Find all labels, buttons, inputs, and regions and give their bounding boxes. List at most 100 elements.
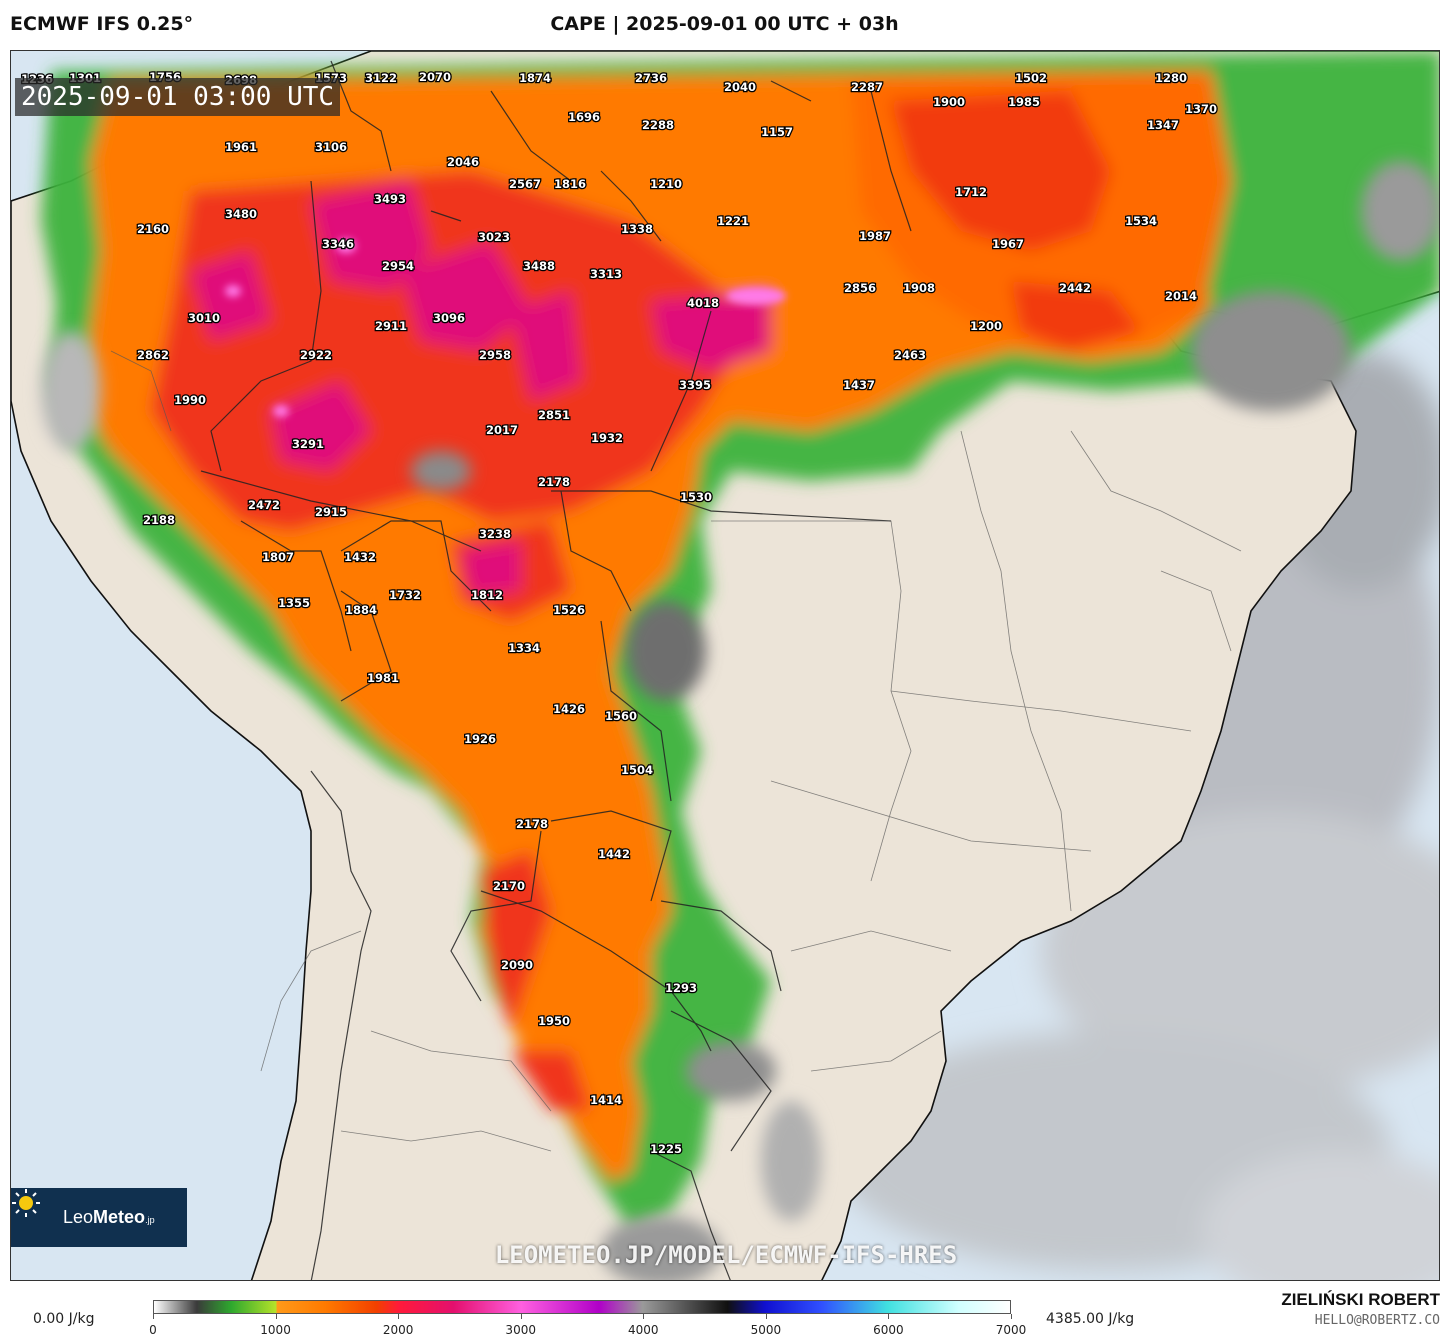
cape-value-label: 2170 <box>493 879 525 893</box>
author-name: ZIELIŃSKI ROBERT <box>1281 1290 1440 1309</box>
cape-value-label: 3023 <box>478 230 510 244</box>
cape-value-label: 1950 <box>538 1014 570 1028</box>
cape-value-label: 2463 <box>894 348 926 362</box>
value-labels: 1236130117562698157331222070187427362040… <box>20 69 1219 1158</box>
cape-value-label: 1981 <box>367 671 399 685</box>
cape-value-label: 2958 <box>479 348 511 362</box>
cape-value-label: 1221 <box>717 214 749 228</box>
state-lines <box>110 350 1242 1152</box>
author-email[interactable]: HELLO@ROBERTZ.CO <box>1314 1313 1440 1328</box>
legend-max-label: 4385.00 J/kg <box>1046 1311 1135 1327</box>
cape-value-label: 2862 <box>137 348 169 362</box>
legend-tick-label: 4000 <box>628 1323 659 1337</box>
cape-value-label: 1426 <box>553 702 585 716</box>
legend-tick-label: 5000 <box>750 1323 782 1337</box>
cape-value-label: 1812 <box>471 588 503 602</box>
legend-tick-label: 7000 <box>995 1323 1027 1337</box>
legend-tick-label: 6000 <box>873 1323 904 1337</box>
cape-value-label: 2472 <box>248 498 280 512</box>
cape-value-label: 1961 <box>225 140 257 154</box>
watermark-url: LEOMETEO.JP/MODEL/ECMWF-IFS-HRES <box>494 1241 958 1269</box>
cape-value-label: 3493 <box>374 192 406 206</box>
cape-value-label: 2915 <box>315 505 347 519</box>
map-title: CAPE | 2025-09-01 00 UTC + 03h <box>550 13 899 35</box>
cape-value-label: 1985 <box>1008 95 1040 109</box>
model-name: ECMWF IFS 0.25° <box>10 13 194 35</box>
cape-peaks <box>225 239 786 417</box>
cape-value-label: 3291 <box>292 437 324 451</box>
cape-value-label: 2188 <box>143 513 175 527</box>
cape-value-label: 3313 <box>590 267 622 281</box>
cape-value-label: 1414 <box>590 1093 622 1107</box>
cape-value-label: 2178 <box>538 475 570 489</box>
cape-value-label: 1900 <box>933 95 965 109</box>
cape-value-label: 2856 <box>844 281 876 295</box>
cape-value-label: 2567 <box>509 177 541 191</box>
cape-value-label: 1157 <box>761 125 793 139</box>
legend-tick-mark <box>1011 1314 1012 1319</box>
legend-tick-label: 1000 <box>260 1323 291 1337</box>
grey-patches <box>41 161 1439 1280</box>
cape-value-label: 1990 <box>174 393 206 407</box>
cape-value-label: 1932 <box>591 431 623 445</box>
cape-value-label: 3395 <box>679 378 711 392</box>
credits: ZIELIŃSKI ROBERT HELLO@ROBERTZ.CO <box>1281 1290 1440 1328</box>
cape-map: 1236130117562698157331222070187427362040… <box>10 50 1440 1281</box>
legend: 0.00 J/kg 0 1000 2000 3000 4000 5000 6000 7000 … <box>0 1283 1449 1337</box>
cape-value-label: 1442 <box>598 847 630 861</box>
cape-value-label: 2178 <box>516 817 548 831</box>
cape-value-label: 2017 <box>486 423 518 437</box>
cape-value-label: 3122 <box>365 71 397 85</box>
cape-value-label: 1338 <box>621 222 653 236</box>
cape-value-label: 1874 <box>519 71 551 85</box>
cape-value-label: 1530 <box>680 490 712 504</box>
cape-value-label: 1370 <box>1185 102 1217 116</box>
logo-text-bold: Meteo <box>93 1207 146 1227</box>
cape-value-label: 1210 <box>650 177 682 191</box>
legend-tick-mark <box>765 1314 767 1319</box>
cape-value-label: 2070 <box>419 70 451 84</box>
cape-value-label: 3480 <box>225 207 257 221</box>
legend-min-label: 0.00 J/kg <box>33 1311 95 1327</box>
cape-value-label: 1293 <box>665 981 697 995</box>
legend-tick-mark <box>153 1314 154 1319</box>
cape-value-label: 2851 <box>538 408 570 422</box>
cape-value-label: 2014 <box>1165 289 1197 303</box>
cape-value-label: 3238 <box>479 527 511 541</box>
cape-value-label: 1432 <box>344 550 376 564</box>
valid-time: 2025-09-01 03:00 UTC <box>15 78 341 116</box>
sun-icon <box>12 1189 40 1217</box>
cape-value-label: 2090 <box>501 958 533 972</box>
legend-tick-mark <box>643 1314 645 1319</box>
leometeo-logo[interactable]: LeoMeteo.jp <box>11 1188 187 1247</box>
cape-value-label: 1347 <box>1147 118 1179 132</box>
cape-value-label: 1334 <box>508 641 540 655</box>
cape-value-label: 1696 <box>568 110 600 124</box>
cape-value-label: 1225 <box>650 1142 682 1156</box>
cape-value-label: 1437 <box>843 378 875 392</box>
cape-value-label: 2922 <box>300 348 332 362</box>
cape-value-label: 1884 <box>345 603 377 617</box>
logo-text-light: Leo <box>63 1207 94 1227</box>
cape-field <box>41 51 1439 1231</box>
cape-value-label: 3096 <box>433 311 465 325</box>
cape-value-label: 1807 <box>262 550 294 564</box>
map-canvas: 1236130117562698157331222070187427362040… <box>11 51 1439 1280</box>
legend-tick-label: 2000 <box>382 1323 414 1337</box>
cape-value-label: 2287 <box>851 80 883 94</box>
cape-value-label: 1908 <box>903 281 935 295</box>
legend-tick-mark <box>275 1314 277 1319</box>
cape-value-label: 1926 <box>464 732 496 746</box>
cape-value-label: 2954 <box>382 259 414 273</box>
cape-value-label: 4018 <box>687 296 719 310</box>
cape-value-label: 1712 <box>955 185 987 199</box>
logo-suffix: .jp <box>145 1215 155 1225</box>
borders <box>200 60 912 1280</box>
cape-value-label: 1732 <box>389 588 421 602</box>
logo-text: LeoMeteo.jp <box>63 1207 155 1228</box>
cape-value-label: 2736 <box>635 71 667 85</box>
cape-value-label: 1526 <box>553 603 585 617</box>
cape-value-label: 2442 <box>1059 281 1091 295</box>
cape-value-label: 2046 <box>447 155 479 169</box>
cape-value-label: 1280 <box>1155 71 1187 85</box>
